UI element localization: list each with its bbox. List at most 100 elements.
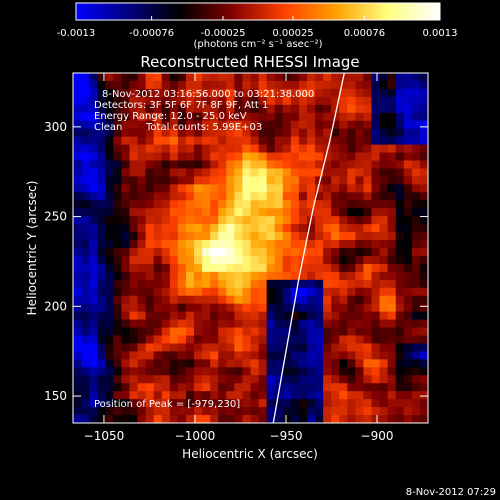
heatmap-cell — [177, 295, 187, 305]
heatmap-cell — [153, 168, 163, 177]
heatmap-cell — [339, 88, 348, 98]
heatmap-cell — [411, 136, 421, 146]
heatmap-cell — [266, 216, 276, 225]
x-axis-label: Heliocentric X (arcsec) — [182, 447, 318, 461]
heatmap-cell — [226, 168, 235, 177]
heatmap-cell — [395, 144, 405, 154]
heatmap-cell — [371, 279, 381, 289]
heatmap-cell — [395, 375, 405, 384]
heatmap-cell — [266, 136, 276, 146]
heatmap-cell — [306, 351, 316, 360]
heatmap-cell — [81, 335, 90, 345]
heatmap-cell — [89, 168, 98, 177]
heatmap-cell — [395, 279, 405, 289]
heatmap-cell — [194, 184, 203, 193]
heatmap-cell — [250, 232, 260, 241]
heatmap-cell — [121, 120, 131, 130]
heatmap-cell — [331, 160, 340, 170]
heatmap-cell — [202, 343, 211, 352]
heatmap-cell — [97, 383, 106, 392]
heatmap-cell — [387, 279, 397, 289]
heatmap-cell — [306, 160, 316, 170]
heatmap-cell — [379, 200, 389, 209]
heatmap-cell — [323, 80, 332, 90]
heatmap-cell — [323, 224, 332, 233]
heatmap-cell — [355, 271, 365, 281]
heatmap-cell — [242, 88, 252, 98]
heatmap-cell — [315, 152, 324, 162]
heatmap-cell — [202, 200, 211, 209]
heatmap-cell — [266, 415, 276, 423]
heatmap-cell — [258, 144, 268, 154]
heatmap-cell — [145, 152, 155, 162]
heatmap-cell — [355, 399, 365, 408]
heatmap-cell — [274, 359, 284, 368]
heatmap-cell — [177, 271, 187, 281]
heatmap-cell — [419, 375, 428, 384]
heatmap-cell — [202, 367, 211, 376]
heatmap-cell — [258, 192, 268, 201]
heatmap-cell — [234, 216, 244, 225]
heatmap-cell — [363, 383, 373, 392]
heatmap-cell — [395, 232, 405, 241]
heatmap-cell — [105, 407, 114, 416]
heatmap-cell — [290, 327, 300, 337]
heatmap-cell — [81, 271, 90, 281]
heatmap-cell — [177, 232, 187, 241]
heatmap-cell — [274, 343, 284, 352]
heatmap-cell — [371, 240, 381, 249]
heatmap-cell — [419, 271, 428, 281]
heatmap-cell — [355, 200, 365, 209]
heatmap-cell — [282, 224, 292, 233]
heatmap-cell — [81, 407, 90, 416]
heatmap-cell — [323, 351, 332, 360]
heatmap-cell — [379, 263, 389, 273]
heatmap-cell — [129, 152, 139, 162]
heatmap-cell — [242, 303, 252, 313]
heatmap-cell — [234, 407, 244, 416]
heatmap-cell — [242, 399, 252, 408]
heatmap-cell — [185, 144, 195, 154]
heatmap-cell — [419, 303, 428, 313]
heatmap-cell — [403, 271, 413, 281]
heatmap-cell — [218, 80, 227, 90]
heatmap-cell — [145, 255, 155, 265]
heatmap-cell — [290, 319, 300, 329]
heatmap-cell — [177, 311, 187, 321]
heatmap-cell — [290, 263, 300, 273]
heatmap-cell — [202, 88, 211, 98]
heatmap-cell — [185, 303, 195, 313]
heatmap-cell — [129, 367, 139, 376]
heatmap-cell — [145, 399, 155, 408]
heatmap-cell — [129, 311, 139, 321]
heatmap-cell — [137, 128, 147, 138]
heatmap-cell — [403, 279, 413, 289]
heatmap-cell — [169, 192, 179, 201]
heatmap-cell — [395, 287, 405, 297]
heatmap-cell — [347, 80, 356, 90]
heatmap-cell — [105, 399, 114, 408]
heatmap-cell — [202, 327, 211, 337]
heatmap-cell — [137, 73, 147, 82]
heatmap-cell — [242, 128, 252, 138]
heatmap-cell — [234, 192, 244, 201]
heatmap-cell — [81, 367, 90, 376]
heatmap-cell — [355, 104, 365, 114]
heatmap-cell — [258, 271, 268, 281]
heatmap-cell — [105, 367, 114, 376]
heatmap-cell — [129, 319, 139, 329]
heatmap-cell — [282, 88, 292, 98]
heatmap-cell — [266, 375, 276, 384]
heatmap-cell — [339, 367, 348, 376]
heatmap-cell — [153, 80, 163, 90]
heatmap-cell — [379, 319, 389, 329]
heatmap-cell — [161, 271, 171, 281]
heatmap-cell — [113, 128, 123, 138]
heatmap-cell — [355, 192, 365, 201]
heatmap-cell — [290, 176, 300, 185]
heatmap-cell — [331, 80, 340, 90]
heatmap-cell — [315, 351, 324, 360]
heatmap-cell — [395, 152, 405, 162]
heatmap-cell — [419, 176, 428, 185]
heatmap-cell — [194, 399, 203, 408]
